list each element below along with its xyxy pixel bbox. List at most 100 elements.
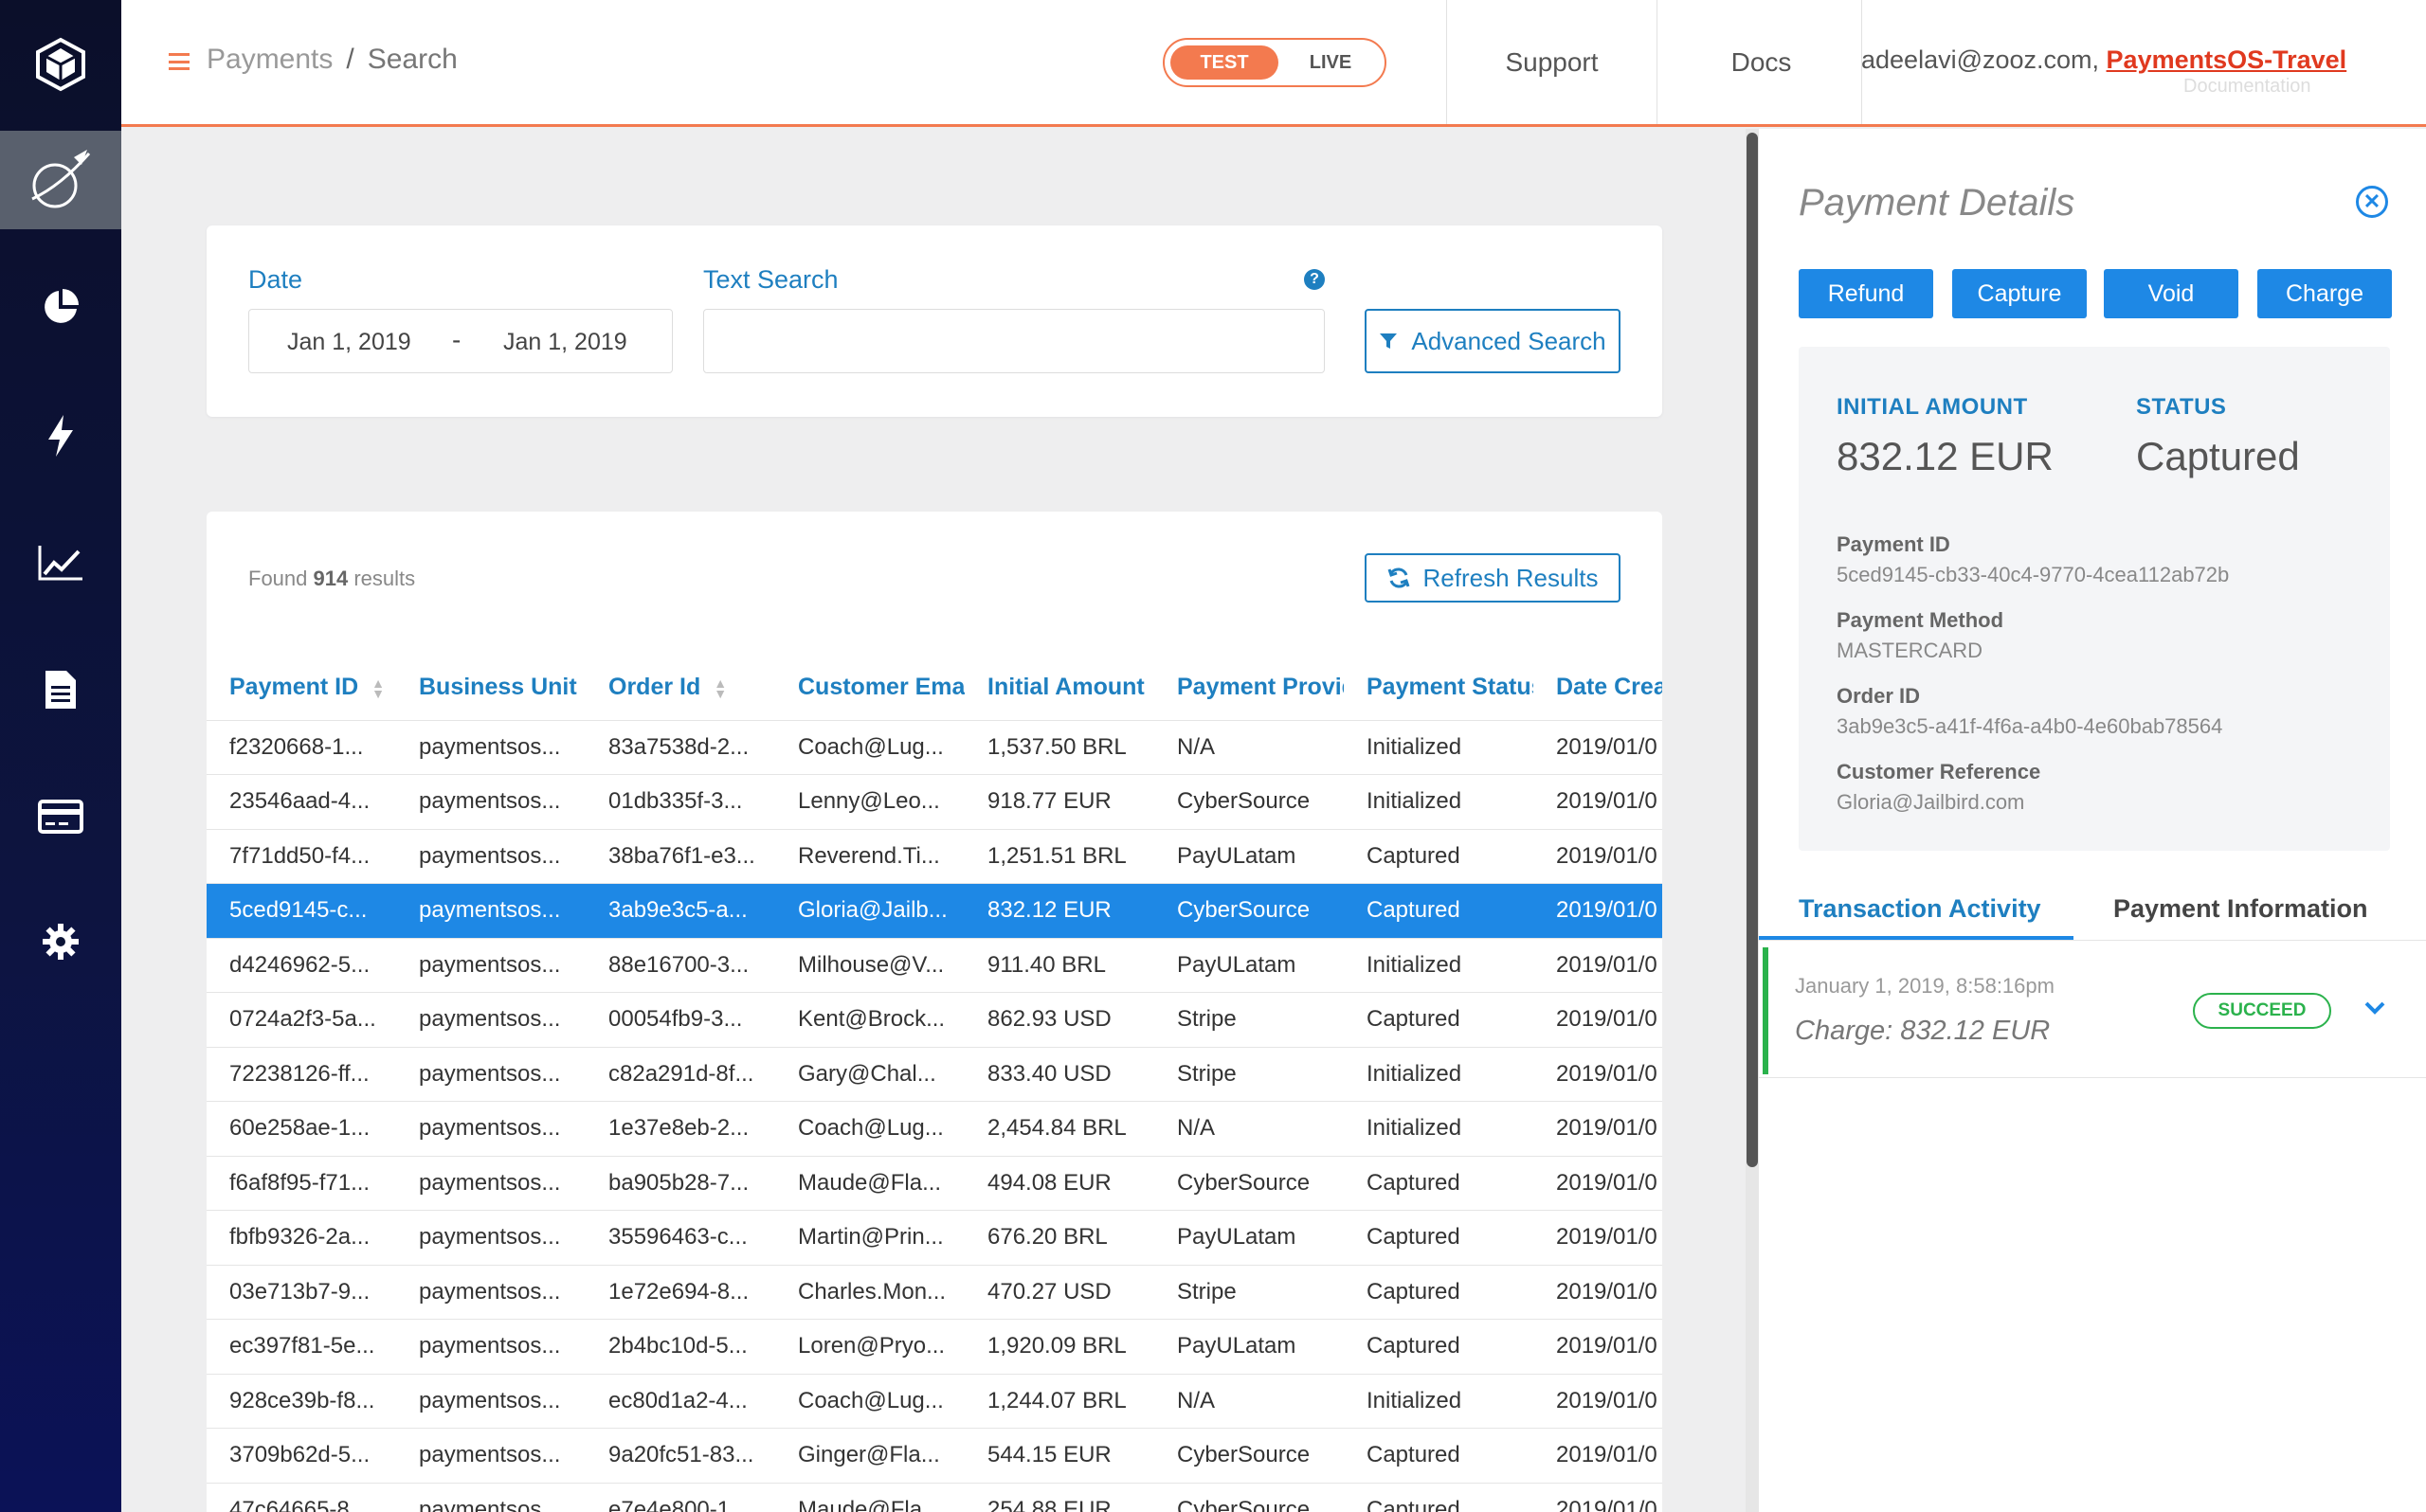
column-header[interactable]: Payment Provider	[1154, 656, 1344, 721]
sort-icon[interactable]: ▲ ▼	[714, 675, 728, 701]
lightning-icon[interactable]	[0, 387, 121, 485]
chevron-down-icon[interactable]	[2363, 991, 2386, 1023]
column-header[interactable]: Order Id ▲ ▼	[586, 656, 775, 721]
payment-id-value: 5ced9145-cb33-40c4-9770-4cea112ab72b	[1837, 563, 2230, 586]
column-header-label: Payment Provider	[1177, 674, 1344, 701]
table-cell: Captured	[1344, 1210, 1533, 1266]
column-header[interactable]: Business Unit	[396, 656, 586, 721]
credit-card-icon[interactable]	[0, 767, 121, 866]
table-row[interactable]: fbfb9326-2a... paymentsos... 35596463-c...…	[207, 1210, 1662, 1266]
environment-toggle[interactable]: TEST LIVE	[1163, 38, 1386, 87]
support-link[interactable]: Support	[1446, 0, 1657, 124]
table-cell: 01db335f-3...	[586, 774, 775, 830]
found-suffix: results	[353, 567, 416, 590]
document-icon[interactable]	[0, 640, 121, 739]
table-row[interactable]: ec397f81-5e... paymentsos... 2b4bc10d-5...…	[207, 1319, 1662, 1375]
account-name[interactable]: PaymentsOS-Travel	[2106, 45, 2347, 74]
refresh-results-button[interactable]: Refresh Results	[1365, 553, 1620, 603]
table-row[interactable]: 47c64665-8... paymentsos... e7e4e800-1... M…	[207, 1483, 1662, 1512]
column-header[interactable]: Customer Email	[775, 656, 965, 721]
sidebar	[0, 0, 121, 1512]
order-id-value: 3ab9e3c5-a41f-4f6a-a4b0-4e60bab78564	[1837, 714, 2223, 738]
user-account[interactable]: adeelavi@zooz.com, PaymentsOS-Travel	[1861, 45, 2346, 75]
charge-button[interactable]: Charge	[2257, 269, 2392, 318]
date-to[interactable]: Jan 1, 2019	[503, 329, 627, 355]
table-cell: 2,454.84 BRL	[965, 1101, 1154, 1157]
table-cell: 23546aad-4...	[207, 774, 396, 830]
payments-table: Payment ID ▲ ▼ Business Unit Order Id ▲ ▼ Custo…	[207, 656, 1662, 1512]
column-header-label: Initial Amount	[987, 674, 1145, 701]
table-row[interactable]: 72238126-ff... paymentsos... c82a291d-8f..…	[207, 1047, 1662, 1102]
sort-icon[interactable]: ▲ ▼	[371, 675, 386, 701]
column-header-label: Order Id	[608, 674, 701, 701]
void-button[interactable]: Void	[2104, 269, 2238, 318]
env-test-option[interactable]: TEST	[1170, 45, 1278, 80]
docs-link[interactable]: Docs	[1657, 0, 1865, 124]
logo-icon[interactable]	[0, 0, 121, 129]
table-row[interactable]: 23546aad-4... paymentsos... 01db335f-3... L…	[207, 774, 1662, 830]
column-header[interactable]: Payment Status	[1344, 656, 1533, 721]
table-cell: Initialized	[1344, 774, 1533, 830]
date-from[interactable]: Jan 1, 2019	[287, 329, 411, 355]
table-cell: paymentsos...	[396, 720, 586, 775]
table-row[interactable]: 5ced9145-c... paymentsos... 3ab9e3c5-a... G…	[207, 883, 1662, 939]
column-header[interactable]: Date Created	[1533, 656, 1662, 721]
table-cell: PayULatam	[1154, 829, 1344, 884]
table-cell: paymentsos...	[396, 1101, 586, 1157]
tab-transaction-activity[interactable]: Transaction Activity	[1799, 894, 2041, 923]
table-cell: CyberSource	[1154, 1428, 1344, 1484]
table-row[interactable]: f2320668-1... paymentsos... 83a7538d-2... C…	[207, 720, 1662, 775]
rocket-icon[interactable]	[0, 131, 121, 229]
line-chart-icon[interactable]	[0, 513, 121, 612]
table-cell: Coach@Lug...	[775, 720, 965, 775]
table-cell: paymentsos...	[396, 1483, 586, 1512]
column-header[interactable]: Payment ID ▲ ▼	[207, 656, 396, 721]
table-row[interactable]: 0724a2f3-5a... paymentsos... 00054fb9-3...…	[207, 992, 1662, 1048]
found-prefix: Found	[248, 567, 308, 590]
env-live-option[interactable]: LIVE	[1309, 51, 1352, 73]
table-cell: 2b4bc10d-5...	[586, 1319, 775, 1375]
date-dash: -	[452, 325, 462, 354]
table-cell: Ginger@Fla...	[775, 1428, 965, 1484]
table-cell: Stripe	[1154, 1047, 1344, 1102]
table-row[interactable]: 3709b62d-5... paymentsos... 9a20fc51-83...…	[207, 1428, 1662, 1484]
table-row[interactable]: f6af8f95-f71... paymentsos... ba905b28-7..…	[207, 1156, 1662, 1211]
scrollbar-thumb[interactable]	[1747, 133, 1758, 1167]
refund-button[interactable]: Refund	[1799, 269, 1933, 318]
table-cell: 1,920.09 BRL	[965, 1319, 1154, 1375]
table-cell: Initialized	[1344, 938, 1533, 993]
settings-icon[interactable]	[0, 892, 121, 991]
help-icon[interactable]: ?	[1304, 269, 1325, 290]
breadcrumb-payments[interactable]: Payments	[207, 44, 334, 75]
tab-payment-information[interactable]: Payment Information	[2113, 894, 2368, 923]
table-row[interactable]: 928ce39b-f8... paymentsos... ec80d1a2-4...…	[207, 1374, 1662, 1429]
table-row[interactable]: 03e713b7-9... paymentsos... 1e72e694-8... C…	[207, 1265, 1662, 1320]
table-cell: Kent@Brock...	[775, 992, 965, 1048]
table-cell: 918.77 EUR	[965, 774, 1154, 830]
table-cell: 2019/01/0	[1533, 1101, 1662, 1157]
payment-method-label: Payment Method	[1837, 608, 2004, 632]
table-cell: 3ab9e3c5-a...	[586, 883, 775, 939]
table-row[interactable]: d4246962-5... paymentsos... 88e16700-3... M…	[207, 938, 1662, 993]
activity-description: Charge: 832.12 EUR	[1795, 1016, 2051, 1046]
table-cell: Charles.Mon...	[775, 1265, 965, 1320]
table-cell: paymentsos...	[396, 1265, 586, 1320]
date-range-picker[interactable]: Jan 1, 2019 - Jan 1, 2019	[248, 309, 673, 373]
column-header[interactable]: Initial Amount	[965, 656, 1154, 721]
activity-item[interactable]: January 1, 2019, 8:58:16pm Charge: 832.1…	[1759, 945, 2426, 1078]
advanced-search-button[interactable]: Advanced Search	[1365, 309, 1620, 373]
pie-chart-icon[interactable]	[0, 258, 121, 356]
table-cell: 2019/01/0	[1533, 1483, 1662, 1512]
column-header-label: Payment ID	[229, 674, 359, 701]
table-row[interactable]: 60e258ae-1... paymentsos... 1e37e8eb-2... C…	[207, 1101, 1662, 1157]
table-cell: Initialized	[1344, 1101, 1533, 1157]
table-cell: 1,251.51 BRL	[965, 829, 1154, 884]
table-row[interactable]: 7f71dd50-f4... paymentsos... 38ba76f1-e3..…	[207, 829, 1662, 884]
table-cell: Captured	[1344, 829, 1533, 884]
status-value: Captured	[2136, 434, 2300, 478]
close-icon[interactable]: ✕	[2356, 186, 2388, 218]
text-search-input[interactable]	[703, 309, 1325, 373]
hamburger-menu-icon[interactable]	[169, 53, 190, 70]
capture-button[interactable]: Capture	[1952, 269, 2087, 318]
table-cell: paymentsos...	[396, 829, 586, 884]
